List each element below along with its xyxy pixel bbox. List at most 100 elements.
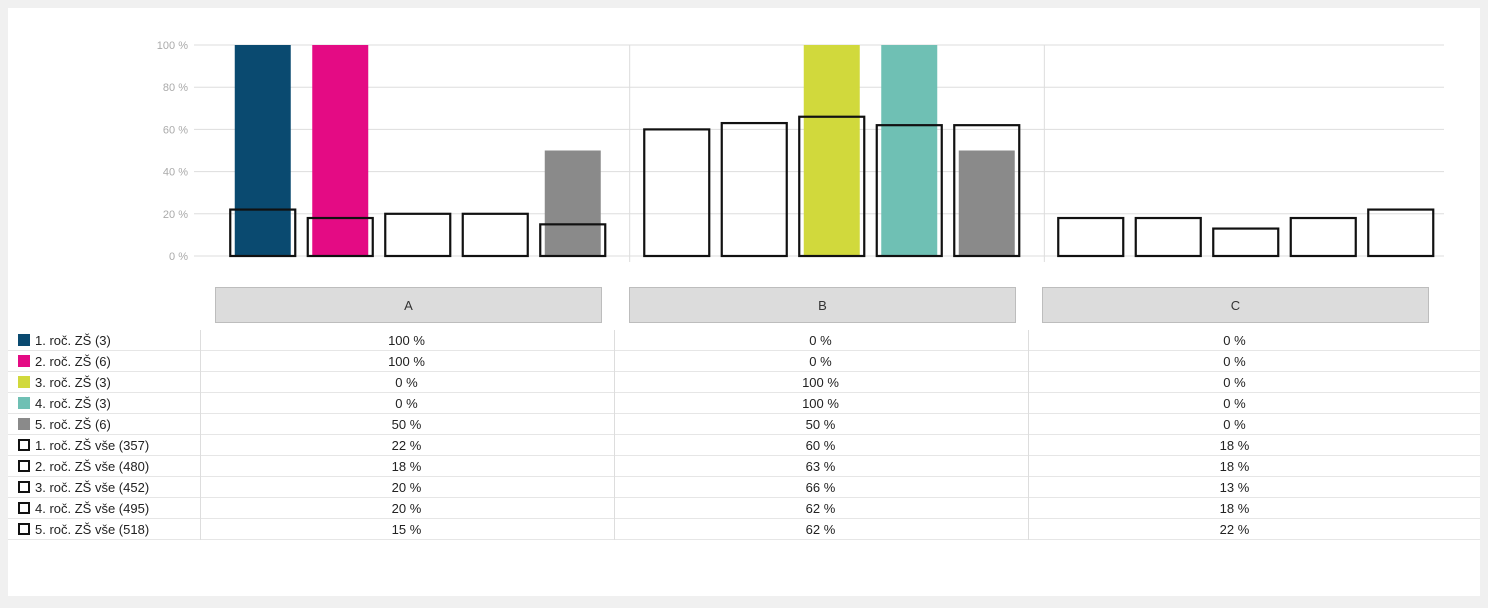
outline-bar-5. roč. ZŠ vše (518)	[539, 223, 607, 258]
bar-4. roč. ZŠ (3)	[881, 45, 938, 256]
table-cell: 18 %	[1219, 458, 1250, 474]
legend-swatch	[18, 355, 30, 367]
series-name: 5. roč. ZŠ vše (518)	[35, 521, 150, 537]
table-row: 5. roč. ZŠ vše (518) 15 % 62 % 22 %	[8, 519, 1480, 540]
table-cell: 18 %	[1219, 437, 1250, 453]
table-cell: 0 %	[1223, 395, 1246, 411]
table-cell: 0 %	[395, 395, 418, 411]
table-cell: 20 %	[391, 500, 422, 516]
category-header-A: A	[215, 287, 602, 323]
table-cell: 50 %	[805, 416, 836, 432]
outline-bar-4. roč. ZŠ vše (495)	[875, 124, 943, 258]
table-cell: 15 %	[391, 521, 422, 537]
table-cell: 0 %	[809, 353, 832, 369]
y-tick-label: 100 %	[157, 40, 188, 52]
table-row: 4. roč. ZŠ vše (495) 20 % 62 % 18 %	[8, 498, 1480, 519]
legend-swatch	[18, 502, 30, 514]
series-name: 3. roč. ZŠ (3)	[35, 374, 111, 390]
table-column-separator	[614, 330, 615, 540]
table-cell: 62 %	[805, 521, 836, 537]
outline-bar-4. roč. ZŠ vše (495)	[1289, 216, 1357, 258]
table-cell: 63 %	[805, 458, 836, 474]
table-cell: 0 %	[1223, 332, 1246, 348]
y-tick-label: 80 %	[163, 82, 188, 94]
table-cell: 22 %	[391, 437, 422, 453]
series-name: 1. roč. ZŠ vše (357)	[35, 437, 150, 453]
legend-label: 2. roč. ZŠ (6)	[18, 351, 200, 371]
legend-swatch	[18, 376, 30, 388]
legend-label: 1. roč. ZŠ vše (357)	[18, 435, 200, 455]
table-cell: 13 %	[1219, 479, 1250, 495]
table-cell: 66 %	[805, 479, 836, 495]
table-cell: 0 %	[1223, 374, 1246, 390]
outline-bar-1. roč. ZŠ vše (357)	[229, 208, 297, 258]
legend-label: 5. roč. ZŠ (6)	[18, 414, 200, 434]
y-tick-label: 20 %	[163, 209, 188, 221]
table-row: 1. roč. ZŠ (3) 100 % 0 % 0 %	[8, 330, 1480, 351]
outline-bar-2. roč. ZŠ vše (480)	[306, 216, 374, 258]
table-cell: 100 %	[388, 332, 425, 348]
bar-2. roč. ZŠ (6)	[312, 45, 369, 256]
series-name: 1. roč. ZŠ (3)	[35, 332, 111, 348]
table-row: 2. roč. ZŠ (6) 100 % 0 % 0 %	[8, 351, 1480, 372]
legend-swatch	[18, 460, 30, 472]
table-cell: 18 %	[1219, 500, 1250, 516]
series-name: 4. roč. ZŠ (3)	[35, 395, 111, 411]
table-cell: 20 %	[391, 479, 422, 495]
series-name: 2. roč. ZŠ vše (480)	[35, 458, 150, 474]
table-cell: 62 %	[805, 500, 836, 516]
legend-label: 3. roč. ZŠ (3)	[18, 372, 200, 392]
category-header-B: B	[629, 287, 1016, 323]
outline-bar-3. roč. ZŠ vše (452)	[1212, 227, 1280, 258]
series-name: 3. roč. ZŠ vše (452)	[35, 479, 150, 495]
legend-swatch	[18, 418, 30, 430]
legend-swatch	[18, 523, 30, 535]
bar-1. roč. ZŠ (3)	[234, 45, 291, 256]
legend-label: 5. roč. ZŠ vše (518)	[18, 519, 200, 539]
bar-chart: 0 % 20 % 40 % 60 % 80 % 100 %	[157, 40, 1444, 263]
table-row: 3. roč. ZŠ (3) 0 % 100 % 0 %	[8, 372, 1480, 393]
outline-bar-2. roč. ZŠ vše (480)	[1134, 216, 1202, 258]
table-cell: 100 %	[802, 374, 839, 390]
legend-label: 2. roč. ZŠ vše (480)	[18, 456, 200, 476]
y-tick-label: 40 %	[163, 167, 188, 179]
table-cell: 50 %	[391, 416, 422, 432]
y-tick-label: 60 %	[163, 124, 188, 136]
legend-label: 1. roč. ZŠ (3)	[18, 330, 200, 350]
category-header-C: C	[1042, 287, 1429, 323]
table-row: 5. roč. ZŠ (6) 50 % 50 % 0 %	[8, 414, 1480, 435]
table-column-separator	[200, 330, 201, 540]
legend-swatch	[18, 397, 30, 409]
table-column-separator	[1028, 330, 1029, 540]
series-name: 5. roč. ZŠ (6)	[35, 416, 111, 432]
legend-label: 4. roč. ZŠ (3)	[18, 393, 200, 413]
outline-bar-5. roč. ZŠ vše (518)	[1367, 208, 1435, 258]
legend-label: 4. roč. ZŠ vše (495)	[18, 498, 200, 518]
table-row: 1. roč. ZŠ vše (357) 22 % 60 % 18 %	[8, 435, 1480, 456]
table-cell: 0 %	[395, 374, 418, 390]
table-cell: 60 %	[805, 437, 836, 453]
outline-bar-5. roč. ZŠ vše (518)	[953, 124, 1021, 258]
table-row: 2. roč. ZŠ vše (480) 18 % 63 % 18 %	[8, 456, 1480, 477]
outline-bar-1. roč. ZŠ vše (357)	[643, 128, 711, 258]
bar-3. roč. ZŠ (3)	[803, 45, 860, 256]
legend-label: 3. roč. ZŠ vše (452)	[18, 477, 200, 497]
table-cell: 100 %	[802, 395, 839, 411]
y-tick-label: 0 %	[169, 251, 188, 263]
series-name: 4. roč. ZŠ vše (495)	[35, 500, 150, 516]
outline-bar-4. roč. ZŠ vše (495)	[461, 212, 529, 258]
outline-bar-3. roč. ZŠ vše (452)	[798, 115, 866, 258]
legend-swatch	[18, 481, 30, 493]
table-cell: 0 %	[1223, 416, 1246, 432]
table-cell: 22 %	[1219, 521, 1250, 537]
table-cell: 0 %	[1223, 353, 1246, 369]
legend-swatch	[18, 334, 30, 346]
series-name: 2. roč. ZŠ (6)	[35, 353, 111, 369]
bar-5. roč. ZŠ (6)	[544, 150, 601, 256]
outline-bar-1. roč. ZŠ vše (357)	[1057, 216, 1125, 258]
bar-5. roč. ZŠ (6)	[958, 150, 1015, 256]
table-cell: 100 %	[388, 353, 425, 369]
table-cell: 0 %	[809, 332, 832, 348]
